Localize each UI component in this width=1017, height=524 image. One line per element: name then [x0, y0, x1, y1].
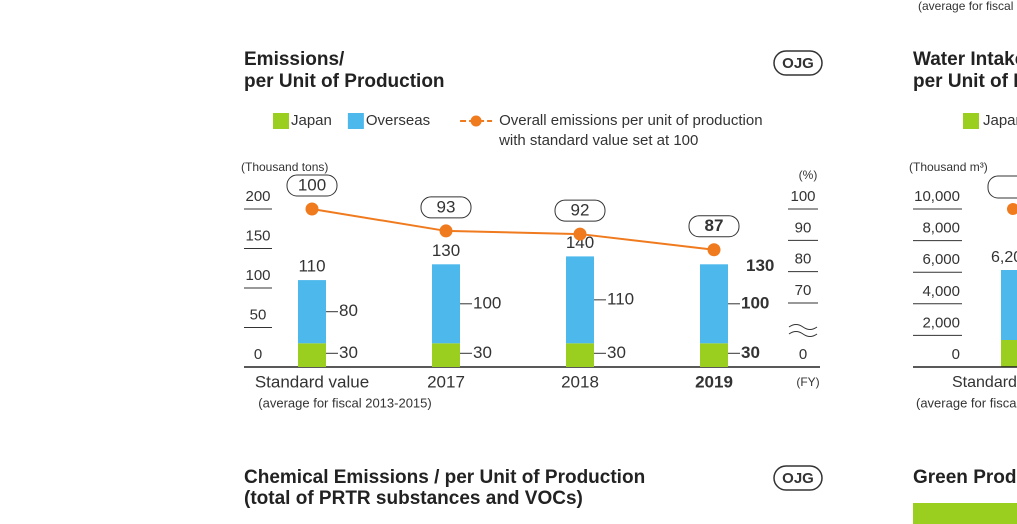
category-note: (average for fiscal 2013-2015) [258, 395, 431, 410]
y-axis-label: (Thousand tons) [241, 160, 328, 174]
y2-tick-label: 80 [795, 251, 812, 268]
value-label: 80 [339, 301, 358, 320]
legend-label: with standard value set at 100 [498, 132, 698, 149]
chart-title: Emissions/ [244, 49, 345, 70]
y-tick-label: 50 [250, 306, 267, 323]
badge-frame [773, 465, 823, 491]
legend-swatch [273, 113, 289, 129]
total-label: 110 [298, 257, 325, 276]
panel-tick-label: 0 [952, 346, 960, 363]
line-point [573, 227, 587, 241]
line-point [439, 224, 453, 238]
category-note: (average for fiscal 2013-2015) [916, 395, 1017, 410]
label-box [688, 215, 740, 238]
bar [298, 280, 326, 344]
value-label: 30 [607, 343, 626, 362]
panel-banner [913, 503, 1017, 524]
value-label: 30 [741, 343, 760, 362]
panel-title: Chemical Emissions / per Unit of Product… [244, 467, 645, 488]
legend-label: Overseas [366, 112, 430, 129]
line-label: 87 [705, 216, 724, 235]
line-point [707, 243, 721, 257]
value-label: 30 [473, 343, 492, 362]
y-tick-label: 100 [245, 267, 270, 284]
panel-category: Standard value [952, 374, 1017, 391]
label-box [286, 174, 338, 197]
panel-title: Water Intake/ [913, 49, 1017, 70]
badge: OJG [782, 470, 814, 487]
legend-label: Japan [983, 112, 1017, 129]
bar [700, 264, 728, 344]
value-label: 100 [473, 293, 501, 312]
x-tick-label: 2018 [561, 372, 599, 391]
bar [566, 256, 594, 344]
top-note: (average for fiscal 2013-2015) [918, 0, 1017, 13]
bar [566, 343, 594, 367]
panel-tick-label: 6,000 [922, 251, 960, 268]
y2-tick-label: 100 [790, 188, 815, 205]
y2-tick-label: 0 [799, 346, 807, 363]
value-label: 100 [741, 293, 769, 312]
y-tick-label: 200 [245, 188, 270, 205]
total-label: 130 [746, 256, 774, 275]
chart-title: per Unit of Production [244, 71, 445, 92]
panel-tick-label: 2,000 [922, 314, 960, 331]
bar [298, 343, 326, 367]
legend-label: Japan [291, 112, 332, 129]
line-point [305, 202, 319, 216]
panel-tick-label: 10,000 [914, 188, 960, 205]
line [311, 208, 715, 251]
total-label: 140 [566, 233, 594, 252]
legend-dot [470, 115, 482, 127]
panel-dot [1007, 203, 1017, 215]
y-axis-label: (Thousand m³) [909, 160, 988, 174]
y2-tick-label: 90 [795, 219, 812, 236]
line-label: 100 [298, 175, 326, 194]
legend-label: Overall emissions per unit of production [499, 112, 762, 129]
y2-axis-label: (%) [799, 168, 818, 182]
value-label: 30 [339, 343, 358, 362]
panel-bar-label: 6,200 [991, 249, 1017, 266]
y2-tick-label: 70 [795, 282, 812, 299]
y-tick-label: 150 [245, 227, 270, 244]
x-tick-label: Standard value [255, 372, 369, 391]
x-tick-label: 2019 [695, 372, 733, 391]
x-tick-label: 2017 [427, 372, 465, 391]
panel-title: (total of PRTR substances and VOCs) [244, 488, 583, 509]
value-label: 110 [607, 289, 634, 308]
line-label: 93 [437, 197, 456, 216]
bar [432, 264, 460, 344]
label-box [420, 196, 472, 219]
label-box [554, 199, 606, 222]
panel-ticks: 10,000 8,000 6,000 4,000 2,000 0 [913, 188, 962, 363]
panel-title: per Unit of Production [913, 71, 1017, 92]
panel-tick-label: 4,000 [922, 283, 960, 300]
legend-swatch [963, 113, 979, 129]
badge: OJG [782, 55, 814, 72]
panel-bar [1001, 270, 1017, 340]
panel-tick-label: 8,000 [922, 220, 960, 237]
bar [432, 343, 460, 367]
legend-swatch [347, 113, 364, 129]
panel-title: Green Products [913, 467, 1017, 488]
badge-frame [773, 50, 823, 76]
label-box [987, 175, 1017, 199]
y-tick-label: 0 [254, 346, 262, 363]
panel-bar [1001, 340, 1017, 367]
x-axis-label: (FY) [796, 375, 819, 389]
axis-break [788, 324, 818, 337]
bar [700, 343, 728, 367]
line-label: 92 [571, 201, 590, 220]
total-label: 130 [432, 241, 460, 260]
